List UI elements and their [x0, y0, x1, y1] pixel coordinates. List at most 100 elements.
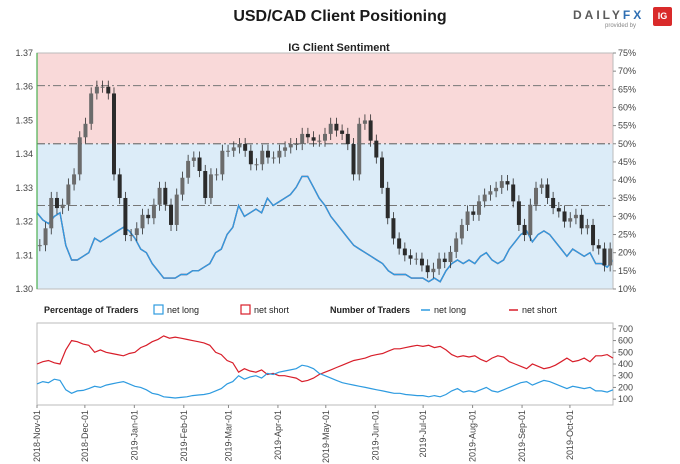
price-tick-label: 1.30	[15, 284, 33, 294]
date-tick-label: 2019-Sep-01	[517, 410, 527, 462]
date-tick-label: 2019-Oct-01	[565, 410, 575, 460]
candle-body	[522, 224, 527, 236]
count-tick-label: 400	[618, 359, 633, 369]
candle-body	[146, 214, 151, 219]
candle-body	[283, 147, 288, 151]
count-tick-label: 500	[618, 347, 633, 357]
candle-body	[140, 214, 145, 229]
candle-body	[414, 258, 419, 260]
legend-pct-long-swatch	[153, 304, 164, 315]
candle-body	[328, 123, 333, 134]
candle-body	[573, 214, 578, 219]
candle-body	[380, 157, 385, 188]
candle-body	[499, 181, 504, 188]
sentiment-panel: IG Client Sentiment	[36, 42, 614, 290]
price-tick-label: 1.36	[15, 82, 33, 92]
candle-body	[368, 120, 373, 141]
candle-body	[288, 144, 293, 148]
count-tick-label: 600	[618, 336, 633, 346]
date-tick-label: 2019-May-01	[321, 410, 331, 463]
candle-body	[157, 187, 162, 205]
candle-body	[323, 133, 327, 141]
candle-body	[117, 174, 122, 198]
percent-axis: 75% 70% 65% 60% 55% 50% 45% 40% 35% 30% 25% 20% 15% 1…	[613, 48, 636, 294]
candle-body	[123, 197, 128, 236]
pct-tick-label: 45%	[618, 157, 636, 167]
candle-body	[111, 93, 116, 175]
price-tick-label: 1.32	[15, 217, 33, 227]
date-tick-label: 2019-Feb-01	[179, 410, 189, 462]
candle-body	[260, 150, 265, 165]
candle-body	[180, 177, 185, 195]
candle-body	[203, 171, 208, 198]
date-tick-label: 2018-Nov-01	[32, 410, 42, 462]
pct-tick-label: 60%	[618, 102, 636, 112]
candle-body	[431, 268, 436, 273]
candle-body	[596, 245, 601, 249]
legend-percentage-header: Percentage of Traders	[44, 305, 139, 315]
legend-num-short: net short	[522, 305, 558, 315]
candle-body	[608, 248, 613, 266]
candle-body	[186, 160, 191, 178]
price-tick-label: 1.37	[15, 48, 33, 58]
date-tick-label: 2019-Apr-01	[273, 410, 283, 460]
pct-tick-label: 50%	[618, 139, 636, 149]
pct-tick-label: 35%	[618, 193, 636, 203]
price-axis: 1.37 1.36 1.35 1.34 1.33 1.32 1.31 1.30	[15, 48, 38, 294]
pct-tick-label: 25%	[618, 230, 636, 240]
candle-body	[271, 157, 276, 159]
date-tick-label: 2018-Dec-01	[80, 410, 90, 462]
candle-body	[482, 194, 487, 202]
count-tick-label: 700	[618, 324, 633, 334]
candle-body	[539, 184, 544, 188]
candle-body	[534, 187, 539, 205]
candle-body	[174, 194, 179, 225]
candle-body	[471, 211, 476, 215]
candle-body	[277, 150, 282, 158]
pct-tick-label: 70%	[618, 66, 636, 76]
candle-body	[208, 174, 213, 198]
candle-body	[340, 130, 345, 134]
candle-body	[568, 218, 573, 222]
pct-tick-label: 20%	[618, 248, 636, 258]
legend-pct-long: net long	[167, 305, 199, 315]
candle-body	[66, 184, 71, 205]
price-tick-label: 1.35	[15, 115, 33, 125]
candle-body	[459, 224, 464, 239]
candle-body	[591, 224, 596, 246]
candle-body	[265, 150, 270, 158]
candle-body	[100, 86, 105, 88]
candle-body	[602, 248, 607, 266]
legend-num-long: net long	[434, 305, 466, 315]
candle-body	[134, 228, 139, 236]
candle-body	[231, 147, 236, 151]
candle-body	[248, 150, 253, 165]
candle-body	[89, 93, 94, 124]
candle-body	[237, 144, 242, 148]
candle-body	[357, 123, 362, 175]
candle-body	[476, 201, 481, 215]
pct-tick-label: 55%	[618, 121, 636, 131]
candle-body	[494, 187, 499, 192]
candle-body	[77, 137, 82, 175]
candle-body	[60, 204, 65, 209]
legend-pct-short: net short	[254, 305, 290, 315]
candle-body	[579, 214, 584, 229]
ig-logo-icon: IG	[653, 7, 672, 26]
candle-body	[448, 251, 453, 263]
candle-body	[49, 197, 54, 229]
candle-body	[585, 224, 590, 229]
candle-body	[556, 208, 561, 212]
net-long-count-line	[36, 364, 614, 399]
date-tick-label: 2019-Mar-01	[223, 410, 233, 462]
date-axis: 2018-Nov-01 2018-Dec-01 2019-Jan-01 2019-Fe…	[32, 405, 575, 463]
candle-body	[425, 265, 430, 273]
candle-body	[391, 218, 396, 239]
count-tick-label: 300	[618, 371, 633, 381]
candle-body	[305, 133, 310, 138]
candle-body	[106, 86, 111, 94]
candle-body	[465, 211, 470, 225]
page-title: USD/CAD Client Positioning	[233, 8, 447, 25]
candle-body	[437, 258, 442, 269]
candle-body	[43, 228, 48, 246]
